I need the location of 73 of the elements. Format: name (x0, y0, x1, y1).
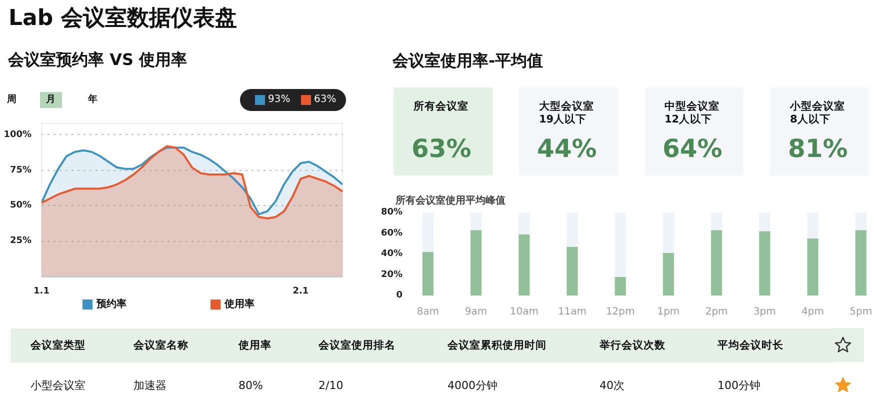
x-tick-label: 11am (558, 306, 587, 318)
x-tick-label: 2.1 (292, 286, 309, 296)
y-tick-label: 50% (10, 200, 32, 211)
text: 44% (537, 134, 597, 163)
bar (422, 212, 434, 252)
category-label: 平均会议时长 (716, 338, 784, 352)
x-tick-label: 12pm (606, 306, 635, 318)
category-label: 会议室类型 (30, 338, 86, 352)
text: 63% (314, 93, 336, 107)
y-tick-label: 100% (4, 130, 32, 140)
x-tick-label: 9am (464, 306, 488, 318)
bar (518, 234, 530, 296)
x-tick-label: 5pm (850, 306, 872, 318)
x-tick-label: 1pm (657, 306, 680, 318)
text: 小型会议室 (30, 379, 86, 392)
y-tick-label: 60% (380, 228, 403, 238)
y-tick-label: 0 (396, 290, 403, 300)
bar (855, 212, 866, 230)
bar (566, 212, 578, 247)
chart-title: 所有会议室使用平均峰值 (394, 194, 506, 206)
chart-title: 会议室预约率 VS 使用率 (8, 49, 188, 71)
category-label: 会议室累积使用时间 (446, 338, 546, 352)
text: 81% (788, 134, 848, 163)
bar (759, 212, 770, 232)
category-label: 使用率 (238, 338, 272, 352)
bar (662, 212, 674, 253)
text: Lab 会议室数据仪表盘 (8, 5, 237, 31)
bar (711, 230, 722, 296)
bar (422, 252, 434, 296)
text: 63% (412, 134, 472, 163)
x-tick-label: 4pm (802, 306, 824, 318)
category-label: 举行会议次数 (598, 338, 666, 352)
bar (470, 212, 482, 230)
text: 100分钟 (718, 379, 760, 392)
bar (807, 238, 818, 296)
category-label: 会议室使用排名 (318, 338, 396, 352)
category-label: 会议室名称 (132, 338, 188, 352)
legend-label: 预约率 (96, 298, 126, 310)
category-label: 所有会议室 (412, 100, 468, 112)
y-tick-label: 25% (10, 236, 32, 246)
category-label: 中型会议室 12人以下 (664, 100, 720, 126)
bar (518, 212, 530, 234)
bar (614, 212, 626, 277)
x-tick-label: 1.1 (34, 286, 50, 296)
y-tick-label: 80% (380, 208, 403, 218)
y-tick-label: 40% (380, 249, 403, 259)
bar (711, 212, 722, 230)
y-tick-label: 75% (10, 165, 32, 176)
x-tick-label: 10am (510, 306, 538, 318)
y-tick-label: 20% (380, 270, 403, 280)
bar (662, 252, 674, 296)
bar (614, 276, 626, 296)
text: 2/10 (318, 379, 344, 392)
text: 年 (86, 93, 99, 107)
text: 周 (6, 93, 18, 107)
category-label: 小型会议室 8人以下 (789, 100, 845, 126)
text: 64% (662, 134, 722, 163)
x-tick-label: 8am (416, 306, 440, 318)
text: 4000分钟 (448, 379, 498, 392)
category-label: 大型会议室 19人以下 (539, 100, 594, 126)
text: 会议室使用率-平均值 (392, 51, 544, 70)
text: 加速器 (134, 379, 166, 392)
x-tick-label: 2pm (705, 306, 728, 318)
x-tick-label: 3pm (753, 306, 776, 318)
legend-label: 使用率 (224, 298, 254, 310)
bar (855, 230, 866, 296)
bar (807, 212, 818, 238)
bar (566, 246, 578, 296)
bar (759, 231, 770, 296)
bar (470, 230, 482, 296)
text: 40次 (600, 379, 624, 392)
text: 80% (238, 379, 263, 392)
text: 93% (268, 93, 290, 107)
